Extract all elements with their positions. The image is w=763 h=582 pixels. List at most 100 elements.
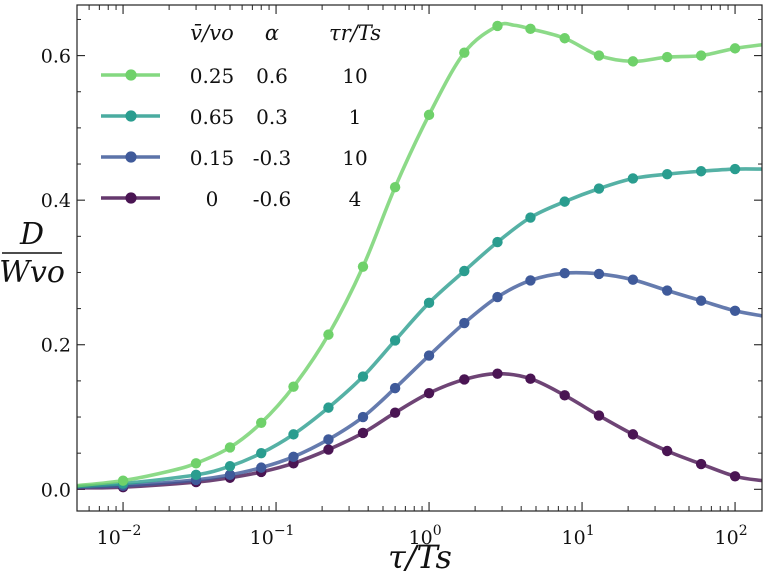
data-point: [288, 429, 299, 440]
x-tick-label: 101: [562, 523, 595, 549]
legend-vbar-value: 0: [206, 187, 219, 211]
x-axis-label: τ/Ts: [388, 538, 452, 576]
legend-row-2: 0.15 -0.3 10: [101, 146, 368, 170]
legend: v̄/vo α τr/Ts 0.25 0.6 10 0.65 0.3 1 0.15 -0.3 1…: [101, 21, 381, 211]
x-tick-label: 10−2: [97, 523, 142, 549]
legend-tau-value: 4: [349, 187, 362, 211]
data-point: [661, 51, 673, 63]
data-point: [423, 109, 435, 121]
data-point: [695, 166, 707, 177]
legend-tau-value: 10: [342, 146, 367, 170]
data-point: [423, 350, 435, 361]
series-2: [76, 267, 763, 491]
legend-marker: [125, 192, 137, 204]
legend-vbar-value: 0.25: [190, 64, 235, 88]
series-layer: [76, 20, 763, 493]
data-point: [459, 265, 470, 277]
data-point: [627, 429, 639, 440]
data-point: [695, 50, 707, 61]
data-point: [729, 305, 741, 316]
legend-vbar-value: 0.65: [190, 105, 235, 129]
data-point: [459, 317, 470, 329]
data-point: [190, 458, 202, 469]
data-point: [423, 297, 435, 309]
legend-alpha-value: -0.6: [253, 187, 292, 211]
legend-alpha-value: 0.3: [256, 105, 288, 129]
y-tick-label: 0.4: [41, 190, 71, 212]
y-tick-label: 0.6: [41, 46, 71, 68]
data-point: [492, 368, 503, 379]
legend-header-alpha: α: [265, 21, 279, 45]
data-point: [525, 23, 536, 35]
legend-header-tau-r: τr/Ts: [329, 21, 381, 45]
legend-tau-value: 1: [349, 105, 362, 129]
data-point: [492, 236, 503, 248]
data-point: [117, 475, 129, 486]
data-point: [593, 410, 605, 421]
data-point: [729, 163, 741, 175]
data-point: [729, 43, 741, 54]
data-point: [661, 445, 673, 457]
legend-marker: [125, 151, 137, 163]
data-point: [492, 291, 503, 303]
y-axis-label-denominator: Wvo: [0, 255, 65, 290]
data-point: [525, 373, 536, 384]
data-point: [559, 196, 570, 207]
legend-row-3: 0 -0.6 4: [101, 187, 361, 211]
data-point: [695, 295, 707, 306]
data-point: [323, 329, 334, 340]
y-axis-label-numerator: D: [19, 217, 44, 252]
data-point: [389, 382, 401, 394]
data-point: [729, 471, 741, 482]
x-tick-label: 10−1: [250, 523, 295, 549]
plot-frame: [76, 4, 763, 512]
legend-vbar-value: 0.15: [190, 146, 235, 170]
data-point: [357, 411, 369, 423]
data-point: [389, 335, 401, 346]
data-point: [389, 407, 401, 418]
legend-row-0: 0.25 0.6 10: [101, 64, 368, 88]
data-point: [627, 173, 639, 184]
series-line-0: [76, 21, 763, 488]
data-point: [525, 275, 536, 286]
x-tick-label: 102: [715, 523, 748, 549]
legend-header-vbar: v̄/vo: [190, 21, 233, 45]
data-point: [288, 381, 299, 392]
y-axis-label: D Wvo: [0, 217, 65, 290]
data-point: [323, 402, 334, 413]
y-tick-label: 0.0: [41, 479, 71, 501]
data-point: [661, 168, 673, 180]
series-1: [76, 163, 763, 489]
data-point: [423, 387, 435, 399]
data-point: [288, 451, 299, 462]
data-point: [525, 212, 536, 223]
data-point: [661, 285, 673, 296]
legend-rows: 0.25 0.6 10 0.65 0.3 1 0.15 -0.3 10 0 -0.6 4: [101, 64, 368, 211]
y-tick-label: 0.2: [41, 335, 71, 357]
ticks-layer: 0.00.20.40.610−2 10−1 100 101 102: [41, 5, 762, 549]
legend-alpha-value: -0.3: [253, 146, 292, 170]
data-point: [559, 267, 570, 279]
x-tick-label: 100: [409, 523, 442, 549]
data-point: [357, 261, 369, 272]
legend-alpha-value: 0.6: [256, 64, 288, 88]
series-0: [76, 20, 763, 488]
data-point: [593, 268, 605, 280]
data-point: [627, 56, 639, 67]
data-point: [224, 469, 236, 481]
legend-marker: [125, 69, 137, 81]
data-point: [357, 371, 369, 382]
data-point: [357, 427, 369, 439]
data-point: [323, 434, 334, 445]
data-point: [459, 374, 470, 385]
data-point: [459, 47, 470, 58]
data-point: [190, 469, 202, 481]
legend-marker: [125, 110, 137, 122]
data-point: [593, 183, 605, 194]
data-point: [695, 458, 707, 470]
data-point: [627, 274, 639, 285]
data-point: [389, 181, 401, 193]
data-point: [323, 444, 334, 455]
